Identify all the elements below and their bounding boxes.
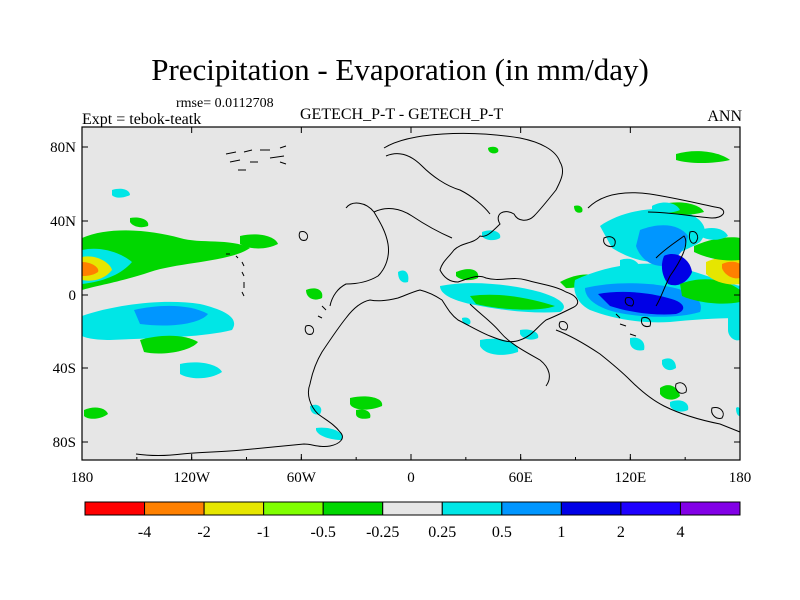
contour-green bbox=[488, 146, 499, 154]
island-coastline bbox=[298, 231, 309, 241]
lon-tick-label: 120W bbox=[173, 470, 211, 486]
axes: 80N 40N 0 40S 80S 180 120W 60W 0 60E 120E 180 bbox=[50, 127, 751, 486]
contour-green bbox=[82, 230, 250, 290]
colorbar-swatch bbox=[263, 501, 324, 516]
colorbar-swatch bbox=[203, 501, 265, 516]
south-coastline bbox=[555, 329, 741, 433]
colorbar-label: -0.25 bbox=[366, 524, 399, 541]
map-title: Precipitation - Evaporation (in mm/day) bbox=[151, 52, 649, 87]
contour-cyan bbox=[700, 228, 728, 240]
island-coastline bbox=[711, 407, 724, 419]
asia-peninsula-coastline bbox=[655, 235, 687, 307]
contour-orange bbox=[722, 261, 740, 279]
contour-green bbox=[350, 396, 383, 410]
contour-green bbox=[240, 234, 278, 249]
island-coastline bbox=[675, 382, 687, 394]
contour-green bbox=[140, 335, 198, 354]
contour-green bbox=[680, 279, 740, 304]
contour-cyan bbox=[662, 358, 676, 371]
lon-tick-label: 180 bbox=[71, 470, 94, 486]
contour-fills bbox=[82, 146, 740, 440]
contour-green bbox=[660, 385, 680, 400]
colorbar-label: 4 bbox=[676, 524, 684, 541]
experiment-label: Expt = tebok-teatk bbox=[82, 111, 202, 128]
colorbar-swatch bbox=[679, 501, 741, 516]
colorbar-swatch bbox=[382, 501, 443, 516]
asia-arc-coastline bbox=[587, 192, 725, 219]
colorbar-label: 1 bbox=[557, 524, 565, 541]
contour-cyan bbox=[112, 188, 130, 198]
island-coastline bbox=[603, 236, 616, 247]
main-continent-coastline bbox=[135, 132, 579, 456]
contour-cyan bbox=[728, 315, 740, 341]
contour-cyan bbox=[652, 202, 680, 213]
small-island-coastline bbox=[317, 305, 637, 337]
west-coastline bbox=[329, 202, 389, 307]
contour-blue bbox=[134, 305, 208, 326]
colorbar: -4 -2 -1 -0.5 -0.25 0.25 0.5 1 2 4 bbox=[84, 501, 741, 541]
colorbar-swatch bbox=[322, 501, 384, 516]
colorbar-label: -0.5 bbox=[311, 524, 336, 541]
colorbar-label: 0.25 bbox=[428, 524, 456, 541]
colorbar-swatch bbox=[560, 501, 622, 516]
coastlines bbox=[135, 132, 741, 456]
inner-coastline bbox=[373, 208, 453, 239]
colorbar-label: 0.5 bbox=[492, 524, 512, 541]
contour-cyan bbox=[482, 230, 501, 241]
lat-tick-label: 0 bbox=[69, 288, 77, 304]
map-panel bbox=[81, 126, 741, 461]
contour-green bbox=[676, 151, 730, 163]
lon-tick-label: 120E bbox=[614, 470, 646, 486]
colorbar-label: -4 bbox=[138, 524, 151, 541]
rmse-label: rmse= 0.0112708 bbox=[176, 96, 274, 111]
contour-green bbox=[470, 294, 555, 310]
lat-tick-label: 80N bbox=[50, 140, 76, 156]
land-bridge-coastline bbox=[469, 303, 550, 387]
contour-cyan bbox=[736, 407, 740, 416]
island-coastline bbox=[641, 317, 651, 327]
lon-tick-label: 180 bbox=[729, 470, 752, 486]
contour-green bbox=[306, 288, 323, 300]
lon-tick-label: 60W bbox=[287, 470, 317, 486]
lon-tick-label: 0 bbox=[407, 470, 415, 486]
lat-tick-label: 80S bbox=[53, 435, 76, 451]
colorbar-swatch bbox=[144, 501, 205, 516]
colorbar-swatch bbox=[84, 501, 146, 516]
colorbar-label: 2 bbox=[617, 524, 625, 541]
small-island-coastline bbox=[225, 145, 287, 171]
lat-tick-label: 40S bbox=[53, 361, 76, 377]
contour-cyan bbox=[670, 400, 689, 412]
contour-cyan bbox=[180, 362, 222, 379]
contour-green bbox=[694, 237, 740, 261]
north-coastline bbox=[385, 153, 491, 215]
island-coastline bbox=[558, 321, 569, 331]
island-coastline bbox=[624, 297, 635, 307]
contour-cyan bbox=[480, 338, 519, 355]
contour-green bbox=[574, 205, 583, 213]
contour-cyan bbox=[398, 270, 409, 283]
season-label: ANN bbox=[707, 108, 742, 125]
contour-darkblue bbox=[598, 291, 684, 315]
contour-green bbox=[356, 409, 371, 419]
contour-green bbox=[130, 217, 149, 228]
island-coastline bbox=[304, 325, 315, 335]
center-label: GETECH_P-T - GETECH_P-T bbox=[300, 106, 504, 123]
contour-green bbox=[84, 407, 108, 419]
contour-cyan bbox=[316, 427, 343, 440]
contour-cyan bbox=[630, 337, 645, 351]
lat-tick-label: 40N bbox=[50, 214, 76, 230]
colorbar-label: -1 bbox=[257, 524, 270, 541]
colorbar-swatch bbox=[501, 501, 562, 516]
island-coastline bbox=[689, 231, 699, 244]
small-island-coastline bbox=[226, 253, 245, 297]
colorbar-swatch bbox=[441, 501, 503, 516]
contour-cyan bbox=[620, 258, 641, 277]
lon-tick-label: 60E bbox=[509, 470, 533, 486]
colorbar-swatch bbox=[620, 501, 681, 516]
colorbar-label: -2 bbox=[197, 524, 210, 541]
contour-orange bbox=[82, 262, 99, 276]
